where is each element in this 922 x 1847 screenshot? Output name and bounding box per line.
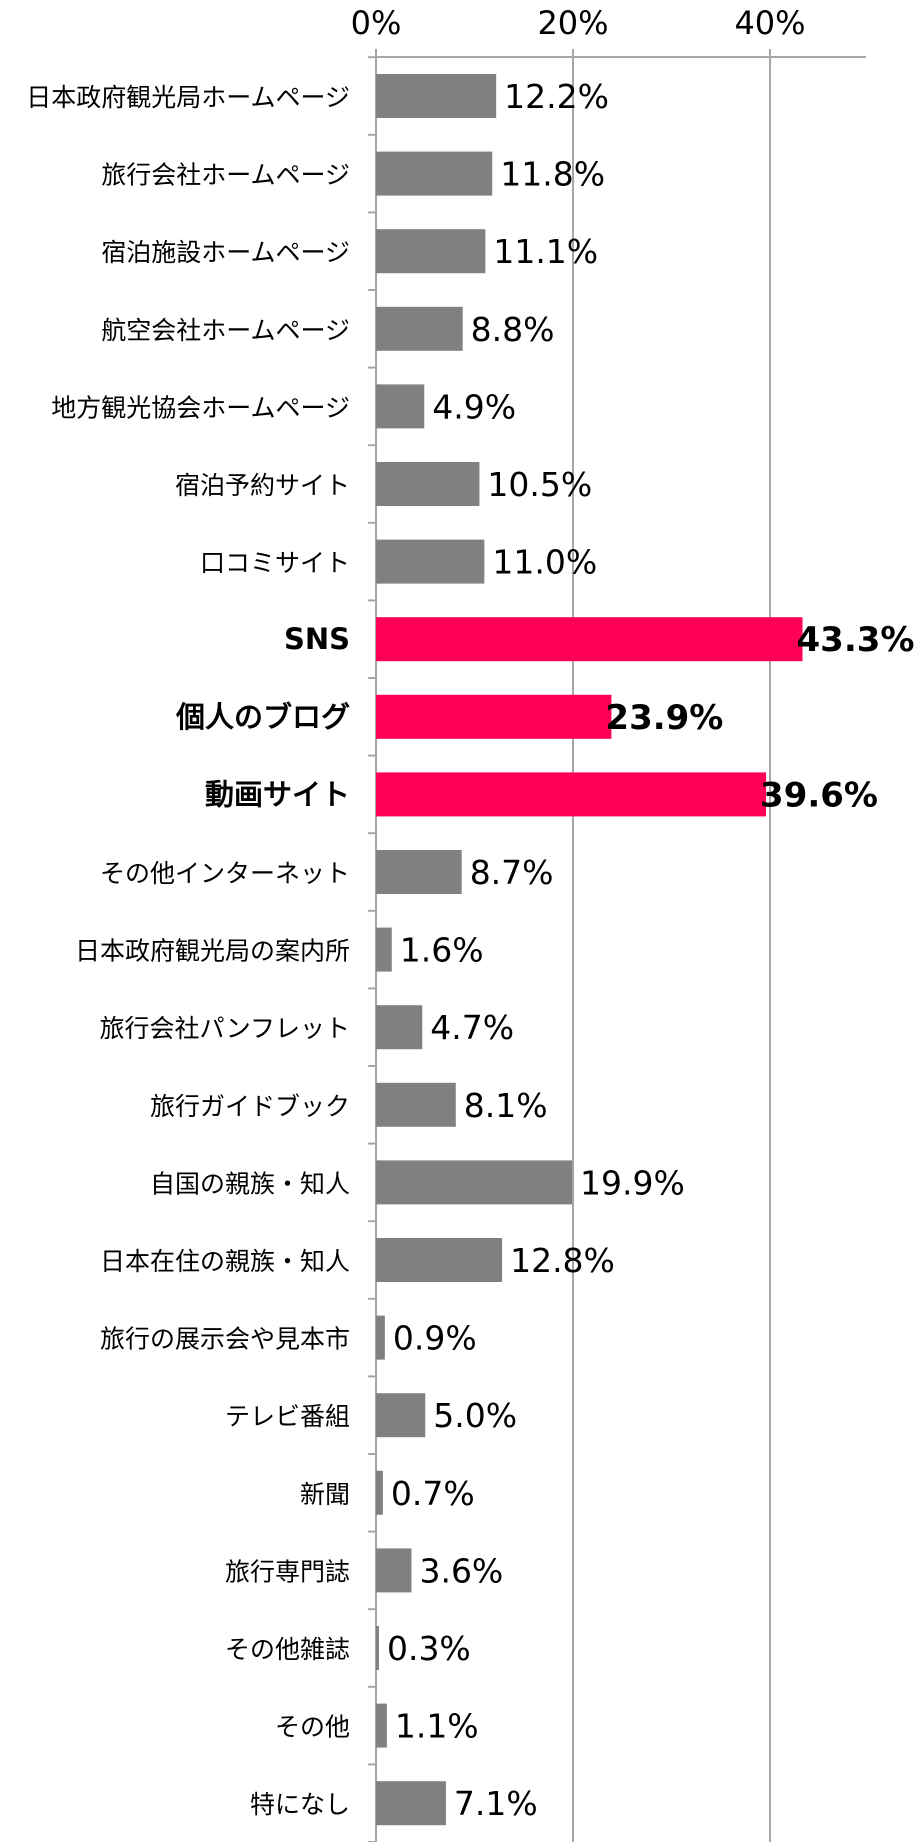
data-label: 4.9%: [432, 387, 516, 426]
bar: [376, 1238, 503, 1282]
bar: [376, 1548, 412, 1593]
bar: [376, 462, 480, 506]
category-label: 自国の親族・知人: [150, 1169, 350, 1198]
category-label: 日本在住の親族・知人: [100, 1247, 350, 1276]
data-label: 1.1%: [395, 1707, 479, 1746]
data-label: 12.8%: [510, 1241, 615, 1280]
category-label: 地方観光協会ホームページ: [51, 393, 350, 422]
bar: [376, 229, 486, 274]
data-label: 23.9%: [605, 698, 723, 738]
category-label: 口コミサイト: [200, 549, 350, 578]
data-label: 5.0%: [433, 1396, 517, 1435]
bar: [376, 1005, 423, 1050]
bar: [376, 74, 497, 118]
category-label: 特になし: [250, 1790, 350, 1819]
category-label: その他雑誌: [225, 1635, 350, 1664]
data-label: 0.9%: [393, 1319, 477, 1358]
bars: [376, 74, 803, 1826]
bar: [376, 1470, 383, 1515]
bar: [376, 850, 462, 894]
bar: [376, 1315, 385, 1360]
bar: [376, 1160, 573, 1205]
bar: [376, 1781, 446, 1826]
data-label: 11.8%: [500, 155, 605, 194]
category-label: 旅行会社ホームページ: [101, 161, 350, 190]
bar: [376, 617, 803, 662]
bar: [376, 1393, 426, 1438]
bar: [376, 384, 425, 429]
data-label: 10.5%: [487, 465, 592, 504]
category-label: 宿泊施設ホームページ: [101, 238, 350, 267]
category-label: 動画サイト: [205, 777, 350, 811]
x-tick-label: 40%: [734, 4, 805, 42]
data-label: 11.1%: [493, 232, 598, 271]
category-label: 日本政府観光局の案内所: [75, 937, 350, 966]
data-label: 8.1%: [464, 1086, 548, 1125]
bar: [376, 539, 485, 584]
category-label: 日本政府観光局ホームページ: [26, 83, 350, 112]
data-label: 8.7%: [470, 853, 554, 892]
bar: [376, 772, 767, 817]
category-label: 旅行専門誌: [225, 1557, 350, 1586]
data-label: 12.2%: [504, 77, 609, 116]
x-tick-label: 0%: [351, 4, 402, 42]
category-label: 旅行の展示会や見本市: [100, 1325, 350, 1354]
category-label: 個人のブログ: [175, 700, 350, 734]
bar: [376, 306, 463, 351]
bar: [376, 694, 612, 739]
category-label: 旅行ガイドブック: [150, 1092, 350, 1121]
data-label: 39.6%: [760, 775, 878, 815]
data-label: 43.3%: [797, 620, 915, 660]
data-label: 3.6%: [419, 1551, 503, 1590]
data-label: 11.0%: [492, 543, 597, 582]
category-label: 新聞: [300, 1480, 350, 1509]
data-label: 19.9%: [580, 1163, 685, 1202]
bar: [376, 1626, 379, 1670]
bar: [376, 151, 493, 196]
labels: 0% 20% 40% 日本政府観光局ホームページ 12.2% 旅行会社ホームページ 11.8…: [26, 4, 914, 1823]
x-tick-label: 20%: [537, 4, 608, 42]
category-label: 航空会社ホームページ: [101, 316, 350, 345]
data-label: 1.6%: [400, 931, 484, 970]
category-label: 旅行会社パンフレット: [99, 1014, 350, 1043]
category-label: その他インターネット: [100, 859, 350, 888]
category-label: 宿泊予約サイト: [175, 471, 350, 500]
category-label: SNS: [284, 622, 350, 656]
bar: [376, 1082, 456, 1127]
data-label: 0.3%: [387, 1629, 471, 1668]
bar: [376, 927, 392, 972]
data-label: 4.7%: [430, 1008, 514, 1047]
data-label: 8.8%: [471, 310, 555, 349]
data-label: 0.7%: [391, 1474, 475, 1513]
data-label: 7.1%: [454, 1784, 538, 1823]
category-label: テレビ番組: [225, 1402, 350, 1431]
category-label: その他: [275, 1713, 350, 1742]
bar: [376, 1703, 387, 1748]
grid-lines: [572, 57, 771, 1842]
